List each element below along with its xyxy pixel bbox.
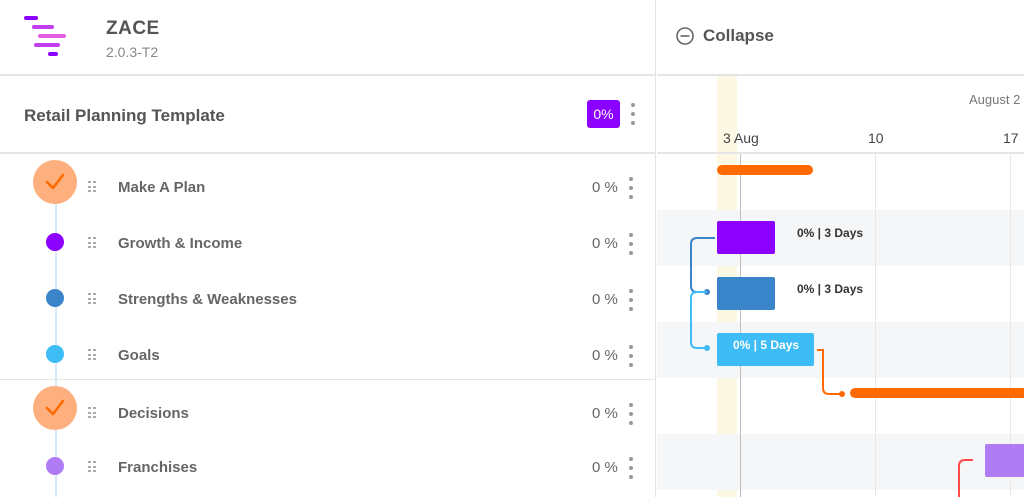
task-name: Franchises (118, 459, 198, 476)
app-header: ZACE 2.0.3-T2 (0, 0, 656, 76)
app-name: ZACE (106, 18, 160, 39)
collapse-button[interactable]: Collapse (675, 26, 774, 46)
dependency-line (958, 459, 973, 497)
task-percent: 0 % (592, 235, 618, 252)
task-dot-marker (46, 345, 64, 363)
project-kebab-menu-icon[interactable] (630, 103, 636, 125)
task-percent: 0 % (592, 405, 618, 422)
dependency-dot (704, 345, 710, 351)
task-dot-marker (46, 233, 64, 251)
task-row-strengths-weaknesses[interactable]: Strengths & Weaknesses 0 % (0, 271, 656, 327)
task-name: Decisions (118, 405, 189, 422)
project-row[interactable]: Retail Planning Template 0% (0, 76, 656, 154)
task-name: Make A Plan (118, 179, 206, 196)
task-bar-label: 0% | 3 Days (797, 282, 864, 296)
task-kebab-menu-icon[interactable] (628, 345, 634, 367)
week-gridline (1010, 154, 1011, 497)
drag-handle-icon[interactable] (88, 293, 96, 305)
today-line (740, 154, 741, 497)
task-bar-growth-income[interactable] (717, 221, 775, 254)
dependency-line (690, 237, 715, 293)
task-percent: 0 % (592, 179, 618, 196)
task-bar-strengths-weaknesses[interactable] (717, 277, 775, 310)
task-check-marker[interactable] (33, 386, 77, 430)
drag-handle-icon[interactable] (88, 349, 96, 361)
app-version: 2.0.3-T2 (106, 44, 159, 60)
check-icon (45, 399, 65, 416)
day-label: 10 (868, 130, 884, 146)
gantt-panel: Collapse August 2 3 Aug 10 17 0% | 3 Day… (657, 0, 1024, 497)
drag-handle-icon[interactable] (88, 461, 96, 473)
logo-icon (24, 16, 66, 56)
task-kebab-menu-icon[interactable] (628, 177, 634, 199)
dependency-connectors (690, 237, 973, 497)
task-bar-label: 0% | 5 Days (733, 338, 800, 352)
task-kebab-menu-icon[interactable] (628, 457, 634, 479)
day-label: 3 Aug (723, 130, 759, 146)
summary-bar-make-a-plan[interactable] (717, 165, 813, 175)
task-row-franchises[interactable]: Franchises 0 % (0, 439, 656, 495)
task-bar-goals[interactable] (717, 333, 814, 366)
check-icon (45, 173, 65, 190)
collapse-label: Collapse (703, 26, 774, 45)
task-kebab-menu-icon[interactable] (628, 403, 634, 425)
task-row-goals[interactable]: Goals 0 % (0, 327, 656, 383)
task-percent: 0 % (592, 347, 618, 364)
dependency-line (690, 291, 707, 349)
task-percent: 0 % (592, 291, 618, 308)
task-dot-marker (46, 457, 64, 475)
summary-bar-decisions[interactable] (850, 388, 1024, 398)
task-kebab-menu-icon[interactable] (628, 233, 634, 255)
project-title: Retail Planning Template (24, 106, 225, 125)
project-percent-badge: 0% (587, 100, 620, 128)
task-row-make-a-plan[interactable]: Make A Plan 0 % (0, 159, 656, 215)
task-name: Goals (118, 347, 160, 364)
task-percent: 0 % (592, 459, 618, 476)
day-label: 17 (1003, 130, 1019, 146)
task-name: Strengths & Weaknesses (118, 291, 297, 308)
drag-handle-icon[interactable] (88, 181, 96, 193)
task-row-decisions[interactable]: Decisions 0 % (0, 385, 656, 441)
task-dot-marker (46, 289, 64, 307)
task-bar-franchises[interactable] (985, 444, 1024, 477)
month-label: August 2 (969, 92, 1021, 107)
task-kebab-menu-icon[interactable] (628, 289, 634, 311)
dependency-line (817, 349, 842, 395)
task-bar-label: 0% | 3 Days (797, 226, 864, 240)
task-check-marker[interactable] (33, 160, 77, 204)
gantt-header: Collapse (657, 0, 1024, 76)
task-panel: ZACE 2.0.3-T2 Retail Planning Template 0… (0, 0, 656, 497)
group-divider (0, 379, 656, 380)
dependency-dot (839, 391, 845, 397)
task-name: Growth & Income (118, 235, 243, 252)
timeline-scale: August 2 3 Aug 10 17 (657, 76, 1024, 154)
row-stripe (657, 434, 1024, 490)
collapse-minus-circle-icon (676, 27, 694, 45)
week-gridline (875, 154, 876, 497)
task-row-growth-income[interactable]: Growth & Income 0 % (0, 215, 656, 271)
drag-handle-icon[interactable] (88, 237, 96, 249)
drag-handle-icon[interactable] (88, 407, 96, 419)
